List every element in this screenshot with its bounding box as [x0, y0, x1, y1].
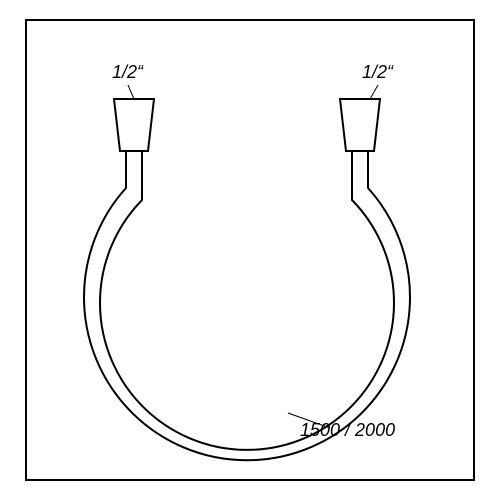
drawing-svg — [0, 0, 500, 500]
leader-right — [370, 85, 378, 99]
hose-outer-edge — [84, 151, 410, 460]
label-left-connector: 1/2“ — [112, 62, 143, 83]
frame-rect — [26, 20, 474, 480]
hose-inner-edge — [100, 151, 394, 450]
left-connector — [114, 99, 154, 151]
technical-drawing: 1/2“ 1/2“ 1500 / 2000 — [0, 0, 500, 500]
leader-left — [128, 85, 134, 99]
label-right-connector: 1/2“ — [362, 62, 393, 83]
label-length: 1500 / 2000 — [300, 420, 395, 441]
right-connector — [340, 99, 380, 151]
